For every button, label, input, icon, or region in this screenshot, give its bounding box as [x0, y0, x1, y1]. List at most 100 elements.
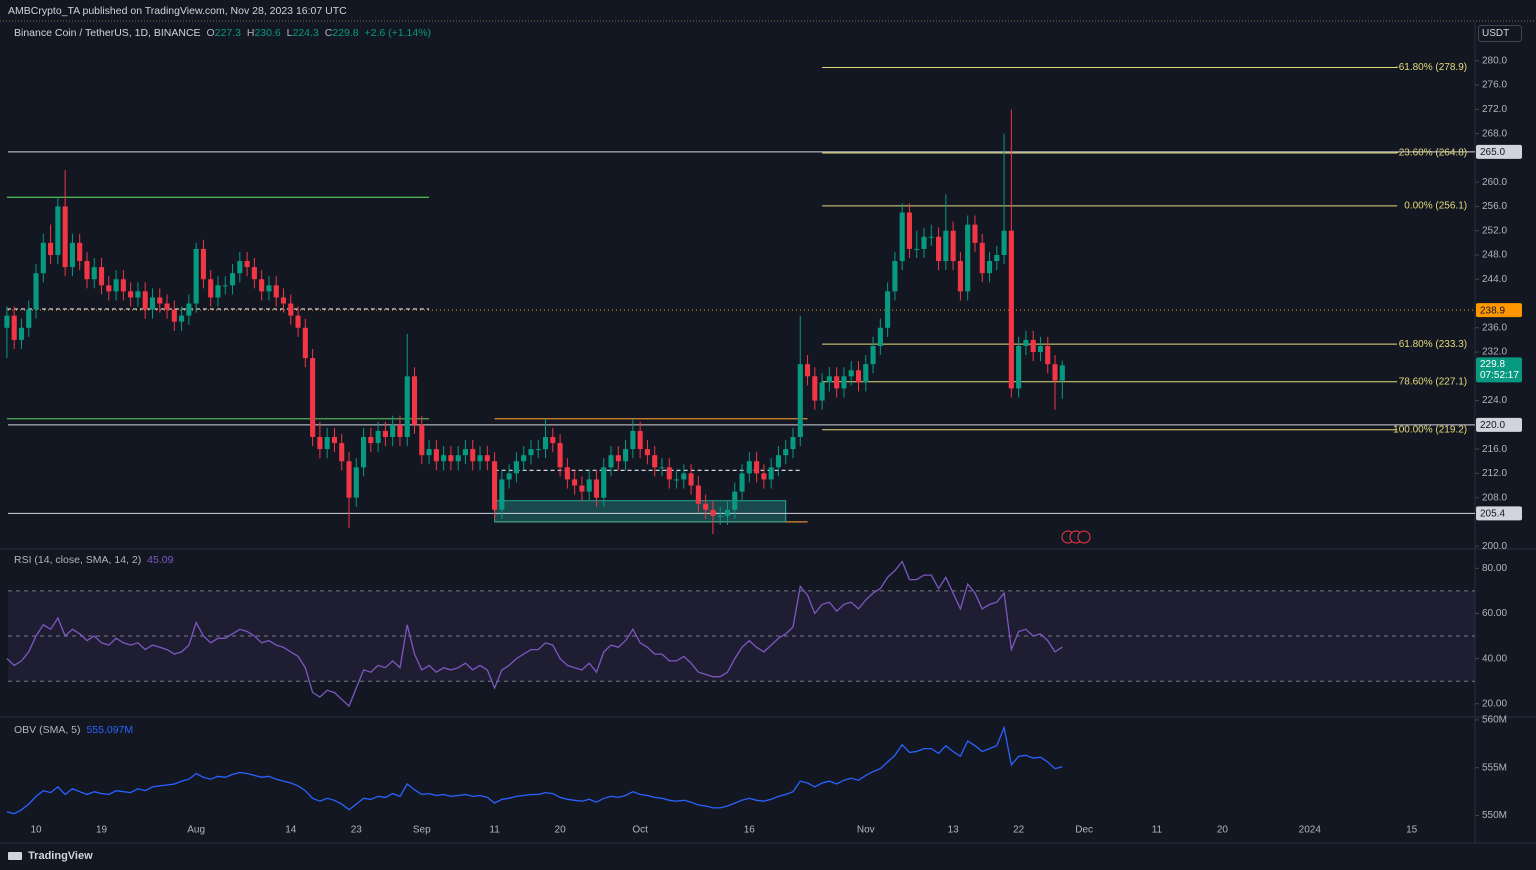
- candle-body: [957, 261, 963, 292]
- candle-body: [965, 224, 971, 292]
- candle-body: [26, 309, 32, 328]
- candle-body: [739, 473, 745, 492]
- candle-body: [717, 515, 723, 517]
- candle-body: [462, 449, 469, 456]
- countdown-label: 07:52:17: [1480, 370, 1519, 381]
- y-tick-label: 80.00: [1482, 563, 1507, 574]
- x-tick-label: 2024: [1299, 825, 1322, 836]
- candle-body: [1052, 364, 1058, 381]
- candle-body: [77, 242, 83, 262]
- brand: TradingView: [8, 850, 96, 862]
- candle-body: [513, 461, 519, 474]
- candle-body: [790, 436, 796, 450]
- legend-change: +2.6 (+1.14%): [364, 27, 432, 39]
- candle-body: [339, 443, 345, 462]
- candle-body: [259, 279, 265, 292]
- candle-body: [441, 455, 447, 462]
- candle-body: [179, 315, 185, 322]
- candle-body: [324, 436, 330, 450]
- candle-body: [375, 430, 381, 444]
- fib-label: 0.00% (256.1): [1404, 200, 1467, 211]
- legend-value: 224.3: [292, 27, 319, 39]
- fib-label: -61.80% (278.9): [1395, 62, 1467, 73]
- brand-name: TradingView: [28, 850, 93, 862]
- y-tick-label: 216.0: [1482, 444, 1507, 455]
- candle-body: [586, 479, 592, 492]
- candle-body: [659, 467, 665, 469]
- candle-body: [98, 267, 105, 286]
- candle-body: [266, 285, 272, 292]
- candle-body: [688, 473, 694, 486]
- candle-body: [841, 376, 847, 389]
- candle-body: [48, 242, 54, 255]
- candle-body: [681, 473, 687, 480]
- candle-body: [62, 206, 68, 268]
- candle-body: [477, 455, 483, 462]
- candle-body: [768, 467, 774, 480]
- fib-label: 61.80% (233.3): [1399, 339, 1467, 350]
- legend-value: 227.3: [214, 27, 241, 39]
- x-tick-label: 20: [1217, 825, 1229, 836]
- candle-body: [1001, 230, 1007, 255]
- x-tick-label: 22: [1013, 825, 1025, 836]
- candle-body: [783, 449, 789, 456]
- candle-body: [361, 436, 367, 468]
- symbol-title: Binance Coin / TetherUS, 1D, BINANCE: [14, 27, 201, 39]
- candle-body: [564, 467, 570, 480]
- candle-body: [885, 291, 891, 328]
- candle-body: [761, 473, 767, 480]
- candle-body: [484, 455, 490, 462]
- x-tick-label: 20: [555, 825, 567, 836]
- publisher: AMBCrypto_TA published on TradingView.co…: [8, 5, 347, 17]
- x-tick-label: Dec: [1075, 825, 1093, 836]
- price-badge-label: 265.0: [1480, 147, 1505, 158]
- y-tick-label: 200.0: [1482, 541, 1507, 552]
- candle-body: [382, 430, 388, 437]
- candle-body: [208, 279, 214, 298]
- candle-body: [135, 291, 141, 298]
- candle-body: [848, 370, 854, 377]
- candle-body: [11, 315, 17, 340]
- candle-body: [819, 382, 825, 401]
- y-tick-label: 276.0: [1482, 80, 1507, 91]
- candle-body: [877, 327, 883, 346]
- candle-body: [448, 455, 454, 462]
- candle-body: [710, 509, 716, 516]
- obv-legend: OBV (SMA, 5) 555.097M: [14, 724, 136, 736]
- candle-body: [222, 285, 228, 287]
- x-tick-label: 15: [1406, 825, 1418, 836]
- candle-body: [310, 358, 316, 437]
- candle-body: [834, 376, 840, 389]
- x-tick-label: 10: [30, 825, 42, 836]
- candle-body: [666, 467, 672, 480]
- y-tick-label: 268.0: [1482, 128, 1507, 139]
- currency-button[interactable]: USDT: [1478, 25, 1522, 42]
- y-tick-label: 248.0: [1482, 250, 1507, 261]
- x-tick-label: Nov: [857, 825, 875, 836]
- candle-body: [404, 376, 410, 437]
- candle-body: [1023, 339, 1029, 346]
- candle-body: [521, 455, 527, 462]
- x-tick-label: Oct: [632, 825, 648, 836]
- candle-body: [40, 242, 46, 274]
- candle-body: [251, 267, 257, 280]
- event-icon[interactable]: [1077, 530, 1091, 544]
- candle-body: [608, 455, 614, 468]
- candle-body: [455, 455, 461, 462]
- candle-body: [724, 509, 731, 516]
- last-price-label: 229.8: [1480, 359, 1505, 370]
- candle-body: [186, 303, 192, 316]
- candle-body: [615, 455, 621, 462]
- legend-value: 229.8: [332, 27, 359, 39]
- legend-value: 230.6: [254, 27, 281, 39]
- candle-body: [972, 224, 978, 243]
- x-tick-label: 16: [744, 825, 756, 836]
- x-tick-label: Sep: [413, 825, 431, 836]
- y-tick-label: 236.0: [1482, 322, 1507, 333]
- candle-body: [754, 461, 760, 474]
- event-icons: [1061, 530, 1091, 544]
- legend-label: C: [324, 27, 333, 39]
- candle-body: [572, 479, 578, 486]
- y-tick-label: 232.0: [1482, 347, 1507, 358]
